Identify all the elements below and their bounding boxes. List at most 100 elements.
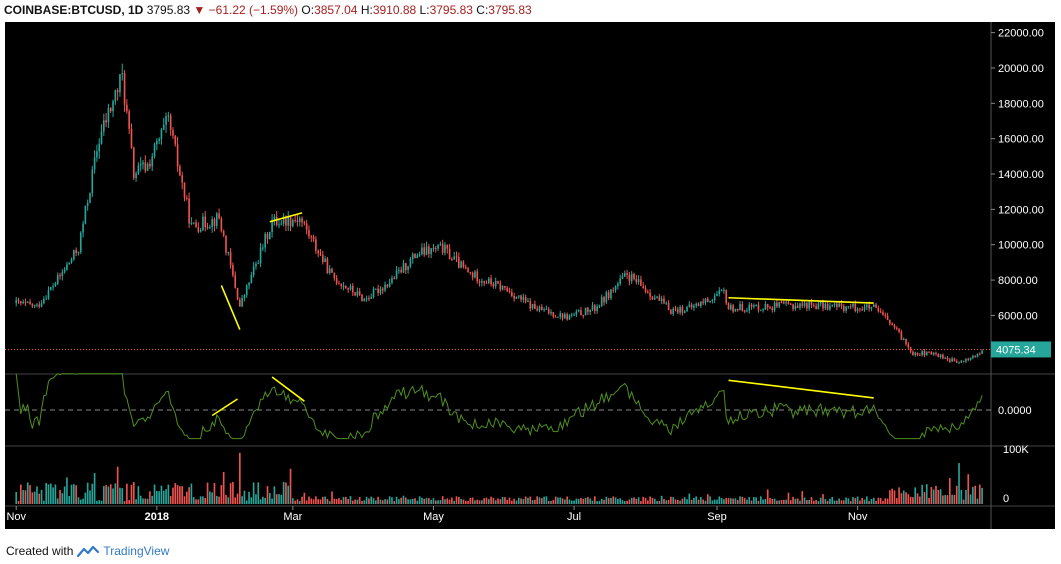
volume-bar (912, 497, 914, 504)
time-tick-label: Sep (707, 511, 727, 523)
candle-body (116, 90, 119, 93)
volume-bar (612, 496, 615, 504)
rsi-trendline (211, 398, 238, 417)
time-tick-label: Mar (283, 511, 302, 523)
candle-body (545, 308, 548, 310)
candle-body (89, 193, 91, 203)
candle-body (598, 305, 601, 307)
candle-body (365, 298, 368, 300)
chart-area[interactable]: 4075.34 22000.00 20000.00 18000.00 16000.00 1… (5, 22, 1055, 529)
volume-bar (315, 496, 317, 504)
candle-body (877, 307, 880, 312)
candle-body (515, 296, 518, 299)
volume-bar (570, 500, 573, 504)
candle-body (859, 308, 861, 310)
candle-body (68, 262, 71, 265)
candle-body (570, 314, 573, 316)
volume-bar (960, 489, 963, 504)
candle-body (750, 304, 753, 307)
volume-bar (441, 496, 444, 504)
volume-bar (26, 482, 29, 504)
volume-bar (780, 499, 783, 504)
candle-body (893, 325, 896, 328)
volume-bar (430, 499, 432, 504)
rsi-line (15, 373, 983, 440)
candle-body (676, 309, 679, 313)
candle-body (794, 305, 797, 309)
volume-bar (508, 497, 511, 504)
volume-bar (538, 497, 541, 504)
candle-body (529, 301, 532, 309)
chart-canvas[interactable]: 4075.34 22000.00 20000.00 18000.00 16000.00 1… (5, 22, 1055, 529)
volume-bar (640, 501, 642, 504)
volume-bar (275, 494, 278, 504)
volume-bar (451, 497, 453, 504)
candle-body (227, 252, 230, 254)
volume-bar (365, 496, 368, 504)
volume-bar (783, 499, 785, 504)
volume-bar (421, 497, 423, 504)
candle-body (930, 351, 933, 355)
candle-body (264, 233, 266, 248)
volume-bar (234, 497, 237, 504)
candle-body (222, 231, 225, 236)
candle-body (146, 163, 149, 171)
volume-bar (356, 499, 359, 504)
candle-body (762, 309, 764, 311)
candle-body (628, 274, 631, 282)
volume-bar (278, 494, 280, 504)
candle-body (732, 305, 734, 312)
candle-body (884, 314, 887, 316)
volume-bar (856, 496, 859, 504)
candle-body (29, 301, 31, 305)
candle-body (315, 239, 317, 251)
volume-bar (736, 500, 739, 504)
candle-body (179, 166, 181, 176)
volume-bar (119, 487, 121, 504)
candle-body (434, 248, 437, 250)
candle-body (418, 254, 421, 256)
volume-bar (326, 499, 329, 504)
candle-body (847, 306, 850, 308)
candle-body (921, 350, 923, 355)
candle-body (70, 259, 73, 263)
tradingview-brand[interactable]: TradingView (103, 544, 170, 558)
volume-bar (116, 466, 119, 504)
volume-bar (271, 498, 273, 504)
volume-bar (605, 496, 608, 504)
candle-body (697, 303, 700, 307)
volume-bar (478, 500, 481, 504)
volume-bar (137, 486, 140, 504)
volume-bar (169, 496, 172, 504)
volume-bar (462, 499, 465, 504)
volume-bar (801, 491, 804, 504)
volume-bar (298, 501, 301, 504)
volume-bar (706, 494, 709, 504)
volume-bar (598, 500, 601, 504)
volume-bar (197, 499, 200, 504)
volume-bar (771, 499, 774, 504)
candle-body (199, 230, 202, 232)
time-tick-label: Nov (6, 511, 26, 523)
volume-bar (395, 496, 398, 504)
volume-bar (776, 500, 778, 504)
volume-bar (407, 499, 409, 504)
volume-bar (354, 499, 356, 504)
candle-body (593, 305, 596, 312)
candle-body (674, 308, 677, 310)
candle-body (107, 108, 110, 123)
volume-bar (614, 497, 617, 504)
volume-bar (656, 501, 658, 504)
volume-bar (361, 500, 363, 504)
candle-body (803, 303, 806, 306)
volume-bar (845, 497, 847, 504)
volume-bar (748, 497, 751, 504)
volume-bar (907, 494, 910, 504)
candle-body (822, 301, 824, 309)
volume-bar (564, 499, 566, 504)
candle-body (849, 306, 852, 308)
volume-bar (471, 497, 474, 504)
volume-bar (550, 500, 552, 504)
candle-body (693, 305, 695, 308)
candle-body (45, 298, 48, 300)
